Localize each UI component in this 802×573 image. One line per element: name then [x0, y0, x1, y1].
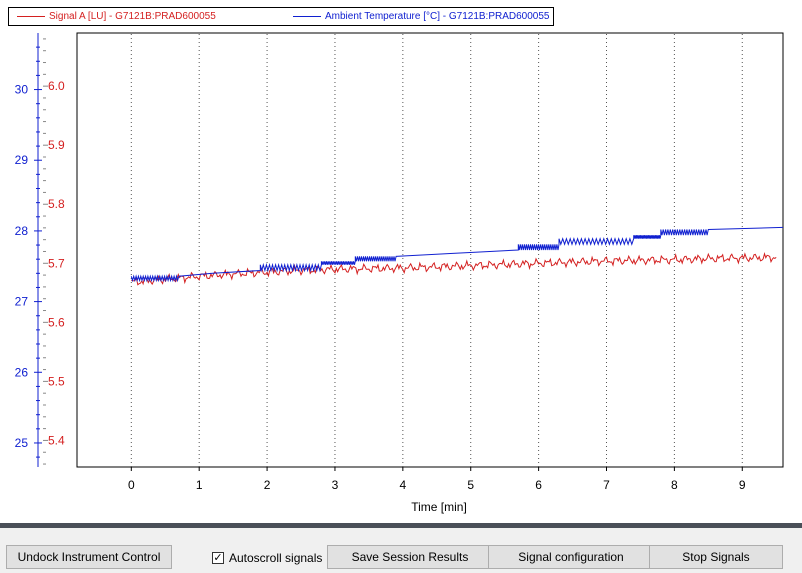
legend-swatch-signal: [17, 16, 45, 17]
signal-tick-label: 5.9: [48, 138, 65, 152]
temperature-tick-label: 27: [15, 295, 29, 309]
plot-area: [76, 32, 784, 468]
signal-a-series-line: [131, 252, 777, 286]
signal-chart[interactable]: 0 1 2 3 4 5 6 7 8 9 Time [min] 25 26 27 28 29 30 5.4 5.5 5.…: [0, 0, 802, 523]
temperature-tick-label: 28: [15, 224, 29, 238]
x-tick-label: 4: [400, 478, 407, 492]
chart-legend: Signal A [LU] - G7121B:PRAD600055 Ambien…: [8, 7, 554, 26]
ambient-temperature-series-line: [130, 226, 784, 283]
x-tick-label: 2: [264, 478, 271, 492]
temperature-tick-label: 26: [15, 365, 29, 379]
signal-tick-label: 5.7: [48, 256, 65, 270]
signal-tick-label: 5.5: [48, 374, 65, 388]
signal-tick-label: 6.0: [48, 79, 65, 93]
signal-tick-label: 5.4: [48, 433, 65, 447]
x-tick-label: 7: [603, 478, 610, 492]
undock-instrument-control-button[interactable]: Undock Instrument Control: [6, 545, 172, 569]
signal-tick-label: 5.8: [48, 197, 65, 211]
autoscroll-signals-checkbox[interactable]: ✓ Autoscroll signals: [212, 550, 322, 566]
temperature-tick-label: 25: [15, 436, 29, 450]
legend-swatch-temperature: [293, 16, 321, 17]
temperature-tick-label: 29: [15, 153, 29, 167]
autoscroll-signals-label: Autoscroll signals: [229, 551, 323, 565]
checkmark-icon[interactable]: ✓: [212, 552, 224, 564]
legend-label-signal: Signal A [LU] - G7121B:PRAD600055: [49, 11, 216, 22]
save-session-results-button[interactable]: Save Session Results: [327, 545, 493, 569]
x-tick-label: 6: [535, 478, 542, 492]
legend-label-temperature: Ambient Temperature [°C] - G7121B:PRAD60…: [325, 11, 550, 22]
x-tick-label: 8: [671, 478, 678, 492]
bottom-toolbar: Undock Instrument Control ✓ Autoscroll s…: [0, 523, 802, 573]
x-tick-label: 9: [739, 478, 746, 492]
x-tick-label: 0: [128, 478, 135, 492]
x-tick-label: 3: [332, 478, 339, 492]
stop-signals-button[interactable]: Stop Signals: [649, 545, 783, 569]
temperature-tick-label: 30: [15, 83, 29, 97]
signal-tick-label: 5.6: [48, 315, 65, 329]
x-axis-title: Time [min]: [411, 500, 467, 514]
x-tick-label: 5: [467, 478, 474, 492]
signal-configuration-button[interactable]: Signal configuration: [488, 545, 654, 569]
x-tick-label: 1: [196, 478, 203, 492]
